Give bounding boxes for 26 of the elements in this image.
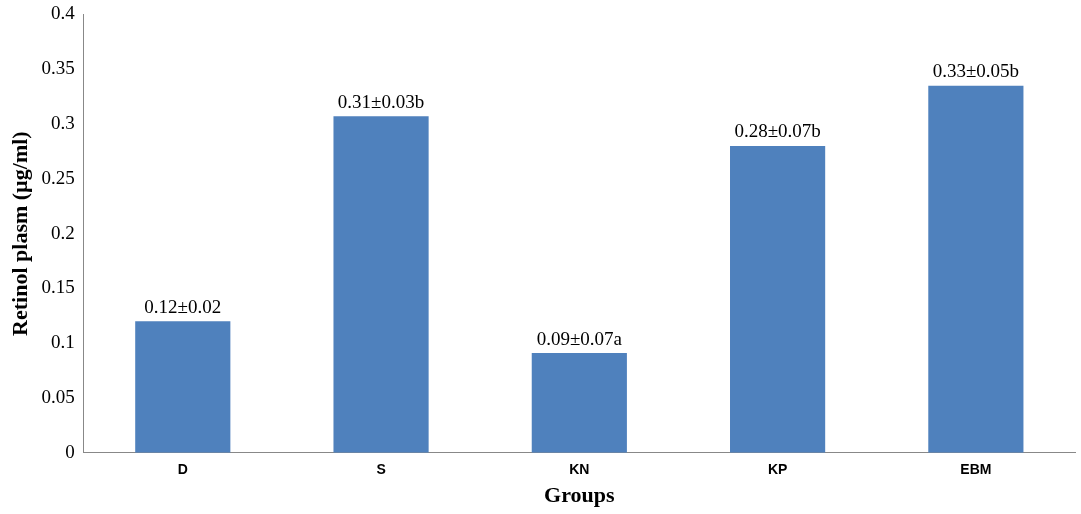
x-tick-label: EBM (960, 461, 992, 478)
bar (333, 116, 429, 453)
data-label: 0.12±0.02 (144, 295, 222, 317)
y-tick-label: 0 (65, 440, 75, 462)
data-label: 0.31±0.03b (337, 90, 425, 112)
data-label: 0.33±0.05b (932, 60, 1020, 82)
y-tick-label: 0.35 (41, 57, 75, 79)
bar (928, 85, 1024, 453)
x-axis-title: Groups (544, 482, 616, 508)
y-tick-label: 0.15 (41, 276, 75, 298)
x-tick-label: S (376, 461, 386, 478)
data-label: 0.09±0.07a (536, 327, 623, 349)
bar (531, 353, 627, 453)
y-tick-label: 0.05 (41, 385, 75, 407)
y-tick-label: 0.3 (50, 111, 75, 133)
y-tick-label: 0.25 (41, 166, 75, 188)
bar (730, 145, 826, 453)
x-tick-label: D (177, 461, 188, 478)
y-tick-label: 0.2 (50, 221, 75, 243)
bar (135, 321, 231, 453)
y-tick-label: 0.1 (50, 331, 75, 353)
x-tick-label: KN (569, 461, 590, 478)
data-label: 0.28±0.07b (734, 120, 821, 142)
x-tick-label: KP (767, 461, 788, 478)
y-tick-label: 0.4 (50, 2, 76, 24)
y-axis-title: Retinol plasm (µg/ml) (6, 131, 32, 336)
